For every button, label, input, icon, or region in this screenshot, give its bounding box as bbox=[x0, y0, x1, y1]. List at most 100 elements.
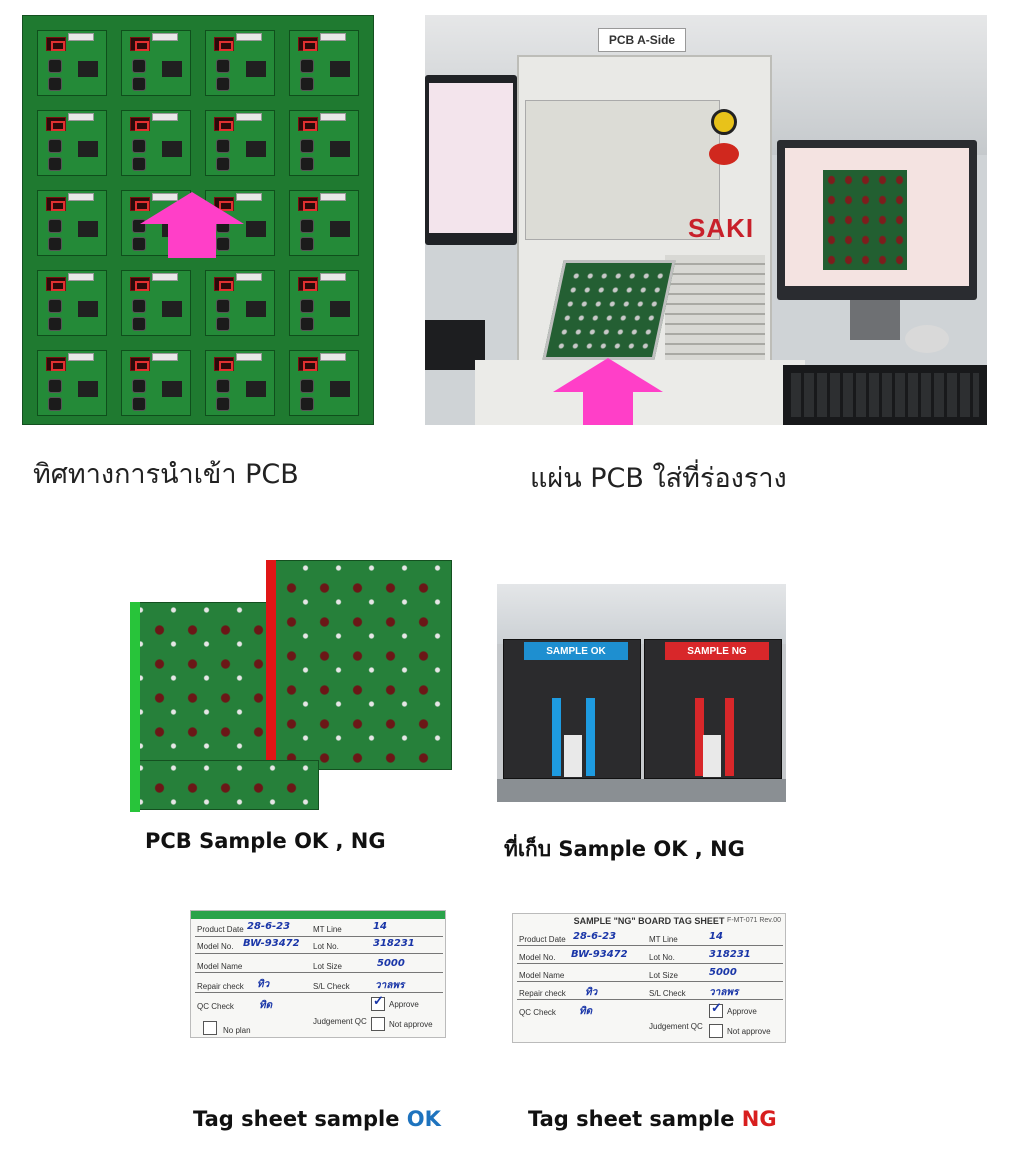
component bbox=[132, 59, 146, 73]
tag-ok-product-date-value: 28-6-23 bbox=[247, 921, 291, 932]
tag-ng-lot-no-value: 318231 bbox=[709, 949, 751, 960]
tag-ok-qc-check-label: QC Check bbox=[197, 1002, 234, 1011]
tag-ok-lot-size-value: 5000 bbox=[377, 958, 405, 969]
ic-chip bbox=[330, 141, 350, 157]
seven-segment-display bbox=[214, 197, 234, 211]
conveyor-rails bbox=[665, 255, 765, 365]
storage-shelf bbox=[497, 779, 786, 802]
tag-ok-qc-check-value: ทิด bbox=[259, 1000, 273, 1011]
component bbox=[300, 299, 314, 313]
component bbox=[132, 299, 146, 313]
pcb-sample-ng-board bbox=[266, 560, 452, 770]
emergency-stop-icon bbox=[711, 109, 737, 135]
ic-chip bbox=[246, 141, 266, 157]
seven-segment-display bbox=[214, 37, 234, 51]
tag-ng-model-no-label: Model No. bbox=[519, 953, 556, 962]
tag-ng-qc-check-label: QC Check bbox=[519, 1008, 556, 1017]
aoi-machine-photo: PCB A-Side SAKI bbox=[425, 15, 987, 425]
pcb-sub-board bbox=[205, 30, 275, 96]
tag-ng-approve-box bbox=[709, 1004, 723, 1018]
machine-base bbox=[475, 360, 805, 425]
tag-ng-model-no-value: BW-93472 bbox=[571, 949, 628, 960]
connector bbox=[152, 113, 178, 121]
component bbox=[300, 77, 314, 91]
monitor-stand bbox=[850, 300, 900, 340]
left-monitor bbox=[425, 75, 517, 245]
tag-ng-mt-line-value: 14 bbox=[709, 931, 723, 942]
pcb-sub-board bbox=[289, 110, 359, 176]
component bbox=[132, 157, 146, 171]
tag-ok-mt-line-value: 14 bbox=[373, 921, 387, 932]
ic-chip bbox=[330, 221, 350, 237]
ic-chip bbox=[78, 221, 98, 237]
ic-chip bbox=[162, 381, 182, 397]
ic-chip bbox=[78, 141, 98, 157]
tag-ok-approve-label: Approve bbox=[389, 1000, 419, 1009]
pcb-panel-photo bbox=[22, 15, 374, 425]
component bbox=[48, 317, 62, 331]
tag-ok-sl-check-label: S/L Check bbox=[313, 982, 350, 991]
component bbox=[132, 397, 146, 411]
seven-segment-display bbox=[130, 277, 150, 291]
pcb-sample-caption: PCB Sample OK , NG bbox=[145, 829, 386, 853]
tag-ok-lot-no-value: 318231 bbox=[373, 938, 415, 949]
tag-ng-approve-label: Approve bbox=[727, 1007, 757, 1016]
component bbox=[48, 219, 62, 233]
seven-segment-display bbox=[298, 117, 318, 131]
connector bbox=[236, 353, 262, 361]
component bbox=[300, 59, 314, 73]
tag-ok-judgement-label: Judgement QC bbox=[313, 1017, 367, 1026]
component bbox=[300, 397, 314, 411]
component bbox=[300, 317, 314, 331]
tag-ok-product-date-label: Product Date bbox=[197, 925, 244, 934]
tag-ng-lot-no-label: Lot No. bbox=[649, 953, 675, 962]
connector bbox=[236, 193, 262, 201]
ic-chip bbox=[246, 61, 266, 77]
tag-ng-sl-check-value: วาลพร bbox=[709, 987, 739, 998]
seven-segment-display bbox=[130, 197, 150, 211]
machine-window bbox=[525, 100, 720, 240]
seven-segment-display bbox=[130, 357, 150, 371]
component bbox=[216, 237, 230, 251]
component bbox=[48, 237, 62, 251]
seven-segment-display bbox=[46, 277, 66, 291]
pcb-direction-caption: ทิศทางการนำเข้า PCB bbox=[33, 459, 299, 490]
component bbox=[216, 77, 230, 91]
pcb-sub-board bbox=[205, 350, 275, 416]
component bbox=[48, 139, 62, 153]
ic-chip bbox=[162, 301, 182, 317]
connector bbox=[320, 193, 346, 201]
seven-segment-display bbox=[46, 37, 66, 51]
tag-ok-caption: Tag sheet sample OK bbox=[193, 1107, 441, 1131]
tag-ok-repair-check-label: Repair check bbox=[197, 982, 244, 991]
tag-ok-approve-box bbox=[371, 997, 385, 1011]
tag-ok-approve-check-icon: ✓ bbox=[373, 993, 384, 1008]
connector bbox=[152, 353, 178, 361]
seven-segment-display bbox=[298, 277, 318, 291]
pcb-sample-photo bbox=[130, 560, 452, 812]
seven-segment-display bbox=[130, 117, 150, 131]
component bbox=[48, 397, 62, 411]
pcb-sub-board bbox=[37, 30, 107, 96]
component bbox=[132, 379, 146, 393]
seven-segment-display bbox=[214, 117, 234, 131]
sample-storage-caption: ที่เก็บ Sample OK , NG bbox=[504, 837, 745, 861]
component bbox=[216, 157, 230, 171]
ic-chip bbox=[246, 221, 266, 237]
pcb-sub-board bbox=[205, 110, 275, 176]
ic-chip bbox=[78, 61, 98, 77]
tag-ng-title: SAMPLE "NG" BOARD TAG SHEET bbox=[573, 916, 725, 926]
sample-storage-photo: SAMPLE OK SAMPLE NG bbox=[497, 584, 786, 802]
machine-side-label: PCB A-Side bbox=[598, 28, 686, 52]
component bbox=[300, 379, 314, 393]
pcb-sub-board bbox=[121, 270, 191, 336]
connector bbox=[152, 33, 178, 41]
tag-ng-model-name-label: Model Name bbox=[519, 971, 565, 980]
pcb-sub-board bbox=[289, 270, 359, 336]
machine-brand-logo: SAKI bbox=[688, 213, 755, 243]
sample-ok-bin: SAMPLE OK bbox=[503, 639, 641, 779]
connector bbox=[236, 113, 262, 121]
component bbox=[300, 219, 314, 233]
tag-ok-model-no-label: Model No. bbox=[197, 942, 234, 951]
tag-ng-product-date-label: Product Date bbox=[519, 935, 566, 944]
